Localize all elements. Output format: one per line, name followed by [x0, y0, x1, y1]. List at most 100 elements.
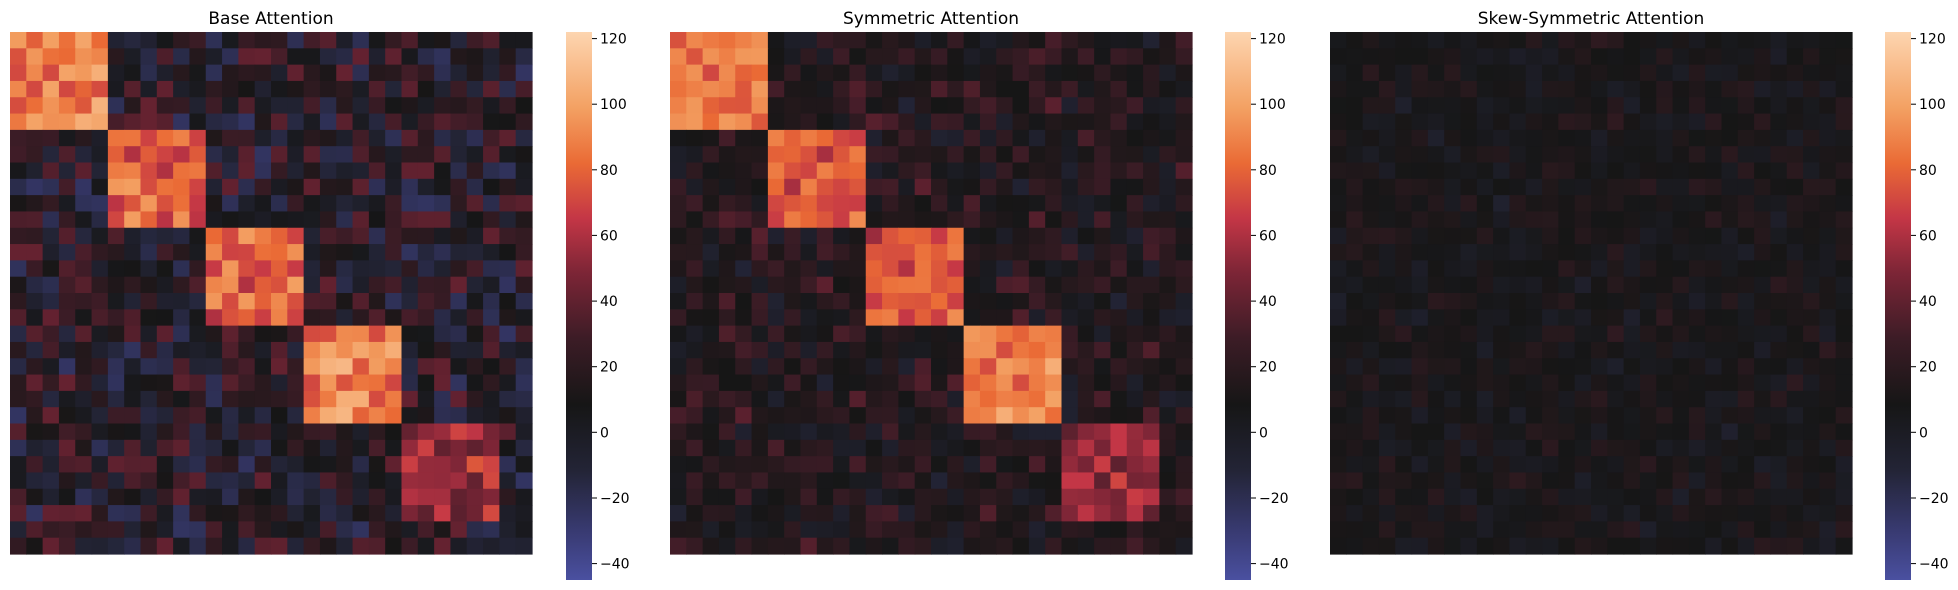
- heatmap-cell: [75, 341, 93, 359]
- heatmap-cell: [156, 260, 174, 278]
- heatmap-cell: [499, 390, 517, 408]
- heatmap-cell: [1395, 423, 1413, 441]
- heatmap-cell: [352, 260, 370, 278]
- heatmap-cell: [833, 472, 851, 490]
- heatmap-cell: [1143, 423, 1160, 441]
- heatmap-cell: [882, 472, 899, 490]
- heatmap-cell: [718, 341, 736, 359]
- heatmap-cell: [156, 113, 174, 131]
- heatmap-cell: [124, 358, 142, 376]
- heatmap-cell: [882, 390, 899, 408]
- heatmap-cell: [686, 129, 704, 147]
- heatmap-cell: [434, 374, 452, 392]
- heatmap-cell: [718, 113, 736, 131]
- heatmap-cell: [42, 325, 60, 343]
- heatmap-cell: [849, 32, 867, 49]
- heatmap-cell: [898, 227, 916, 245]
- heatmap-cell: [1705, 423, 1723, 441]
- heatmap-cell: [1077, 293, 1095, 310]
- heatmap-cell: [319, 32, 337, 49]
- heatmap-cell: [58, 113, 76, 131]
- heatmap-cell: [1525, 244, 1543, 261]
- heatmap-cell: [1558, 521, 1576, 539]
- heatmap-cell: [189, 260, 207, 278]
- heatmap-cell: [849, 325, 867, 343]
- heatmap-cell: [670, 211, 687, 229]
- heatmap-cell: [10, 456, 27, 474]
- heatmap-cell: [1623, 146, 1641, 164]
- heatmap-cell: [1460, 325, 1478, 343]
- heatmap-cell: [1542, 472, 1559, 490]
- heatmap-cell: [1378, 374, 1396, 392]
- heatmap-cell: [91, 162, 109, 180]
- heatmap-cell: [107, 505, 125, 522]
- heatmap-cell: [75, 113, 93, 131]
- heatmap-cell: [686, 178, 704, 196]
- heatmap-cell: [1656, 472, 1674, 490]
- heatmap-cell: [1346, 80, 1364, 98]
- heatmap-cell: [735, 521, 753, 539]
- heatmap-cell: [1639, 260, 1657, 278]
- heatmap-cell: [1143, 505, 1160, 522]
- heatmap-cell: [767, 276, 785, 294]
- heatmap-cell: [222, 407, 239, 425]
- colorbar-tick-label: −40: [1919, 557, 1949, 573]
- heatmap-cell: [1061, 260, 1079, 278]
- heatmap-cell: [58, 195, 76, 213]
- heatmap-cell: [718, 64, 736, 82]
- heatmap-cell: [702, 358, 720, 376]
- heatmap-cell: [1688, 293, 1706, 310]
- heatmap-cell: [1175, 276, 1193, 294]
- heatmap-cell: [784, 113, 802, 131]
- heatmap-cell: [849, 195, 867, 213]
- heatmap-cell: [336, 537, 354, 555]
- heatmap-cell: [865, 521, 883, 539]
- heatmap-cell: [287, 146, 305, 164]
- heatmap-cell: [173, 325, 191, 343]
- heatmap-cell: [1737, 80, 1755, 98]
- heatmap-cell: [319, 341, 337, 359]
- heatmap-cell: [751, 456, 769, 474]
- heatmap-cell: [849, 227, 867, 245]
- heatmap-cell: [1656, 195, 1674, 213]
- heatmap-cell: [1045, 129, 1063, 147]
- heatmap-cell: [1623, 276, 1641, 294]
- heatmap-cell: [1721, 488, 1739, 506]
- heatmap-cell: [1175, 48, 1193, 66]
- heatmap-cell: [124, 439, 142, 457]
- heatmap-cell: [483, 505, 500, 522]
- heatmap-cell: [319, 472, 337, 490]
- heatmap-cell: [898, 32, 916, 49]
- heatmap-cell: [1786, 178, 1804, 196]
- heatmap-cell: [979, 211, 997, 229]
- heatmap-cell: [1077, 113, 1095, 131]
- heatmap-cell: [1126, 456, 1144, 474]
- heatmap-cell: [865, 505, 883, 522]
- heatmap-cell: [1395, 456, 1413, 474]
- heatmap-cell: [1460, 178, 1478, 196]
- heatmap-cell: [1126, 113, 1144, 131]
- heatmap-cell: [238, 309, 256, 327]
- heatmap-cell: [1493, 244, 1511, 261]
- heatmap-cell: [1028, 374, 1046, 392]
- heatmap-cell: [140, 521, 158, 539]
- heatmap-cell: [434, 537, 452, 555]
- heatmap-cell: [1143, 227, 1160, 245]
- heatmap-cell: [735, 472, 753, 490]
- heatmap-cell: [1835, 439, 1853, 457]
- heatmap-cell: [1509, 162, 1527, 180]
- heatmap-cell: [735, 276, 753, 294]
- heatmap-cell: [173, 488, 191, 506]
- heatmap-cell: [718, 227, 736, 245]
- heatmap-cell: [751, 505, 769, 522]
- heatmap-cell: [140, 260, 158, 278]
- heatmap-cell: [271, 456, 288, 474]
- heatmap-cell: [1061, 129, 1079, 147]
- heatmap-cell: [1835, 521, 1853, 539]
- heatmap-cell: [1395, 325, 1413, 343]
- heatmap-cell: [42, 456, 60, 474]
- heatmap-cell: [1028, 537, 1046, 555]
- heatmap-cell: [1558, 488, 1576, 506]
- heatmap-cell: [1159, 195, 1177, 213]
- heatmap-cell: [156, 48, 174, 66]
